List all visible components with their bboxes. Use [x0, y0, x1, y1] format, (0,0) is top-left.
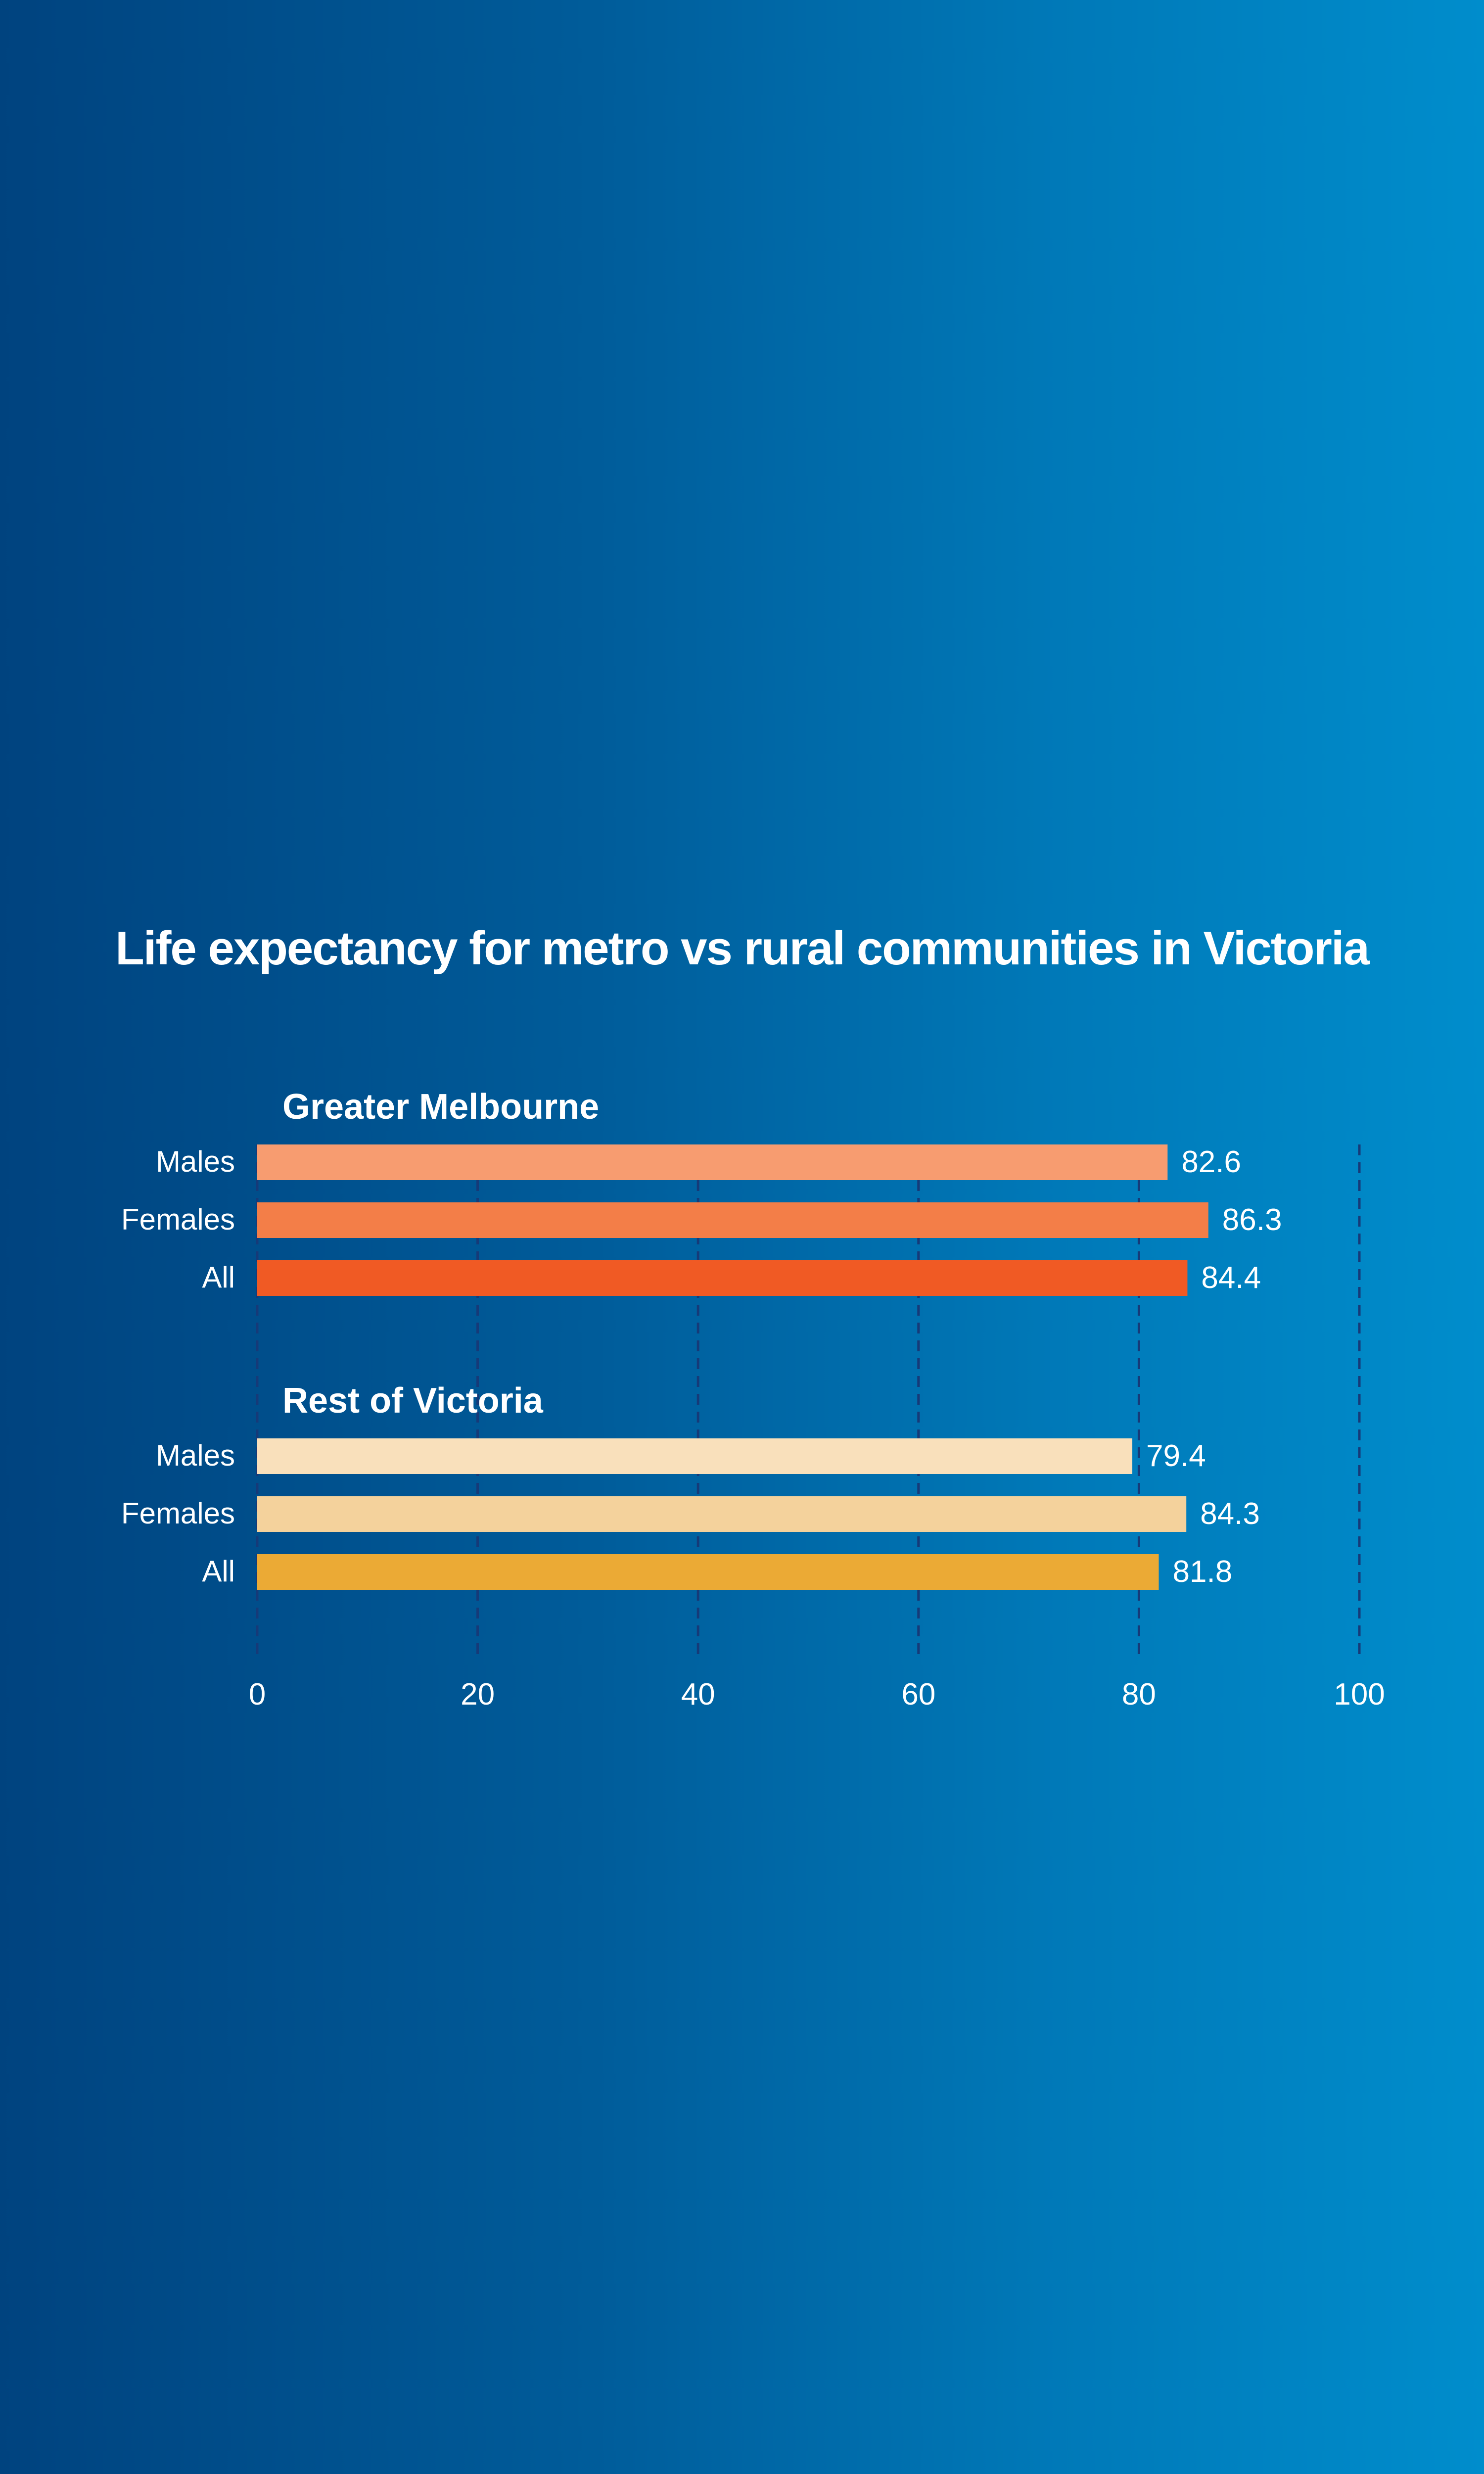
bar: [257, 1496, 1187, 1532]
group-title: Rest of Victoria: [282, 1381, 544, 1421]
category-label: Females: [121, 1203, 235, 1236]
category-label: Males: [156, 1439, 235, 1472]
data-label: 81.8: [1173, 1555, 1233, 1589]
bar: [257, 1554, 1159, 1590]
x-tick-label: 100: [1334, 1677, 1385, 1712]
data-label: 84.4: [1201, 1261, 1261, 1295]
chart-title: Life expectancy for metro vs rural commu…: [115, 922, 1370, 975]
bar: [257, 1260, 1188, 1296]
x-tick-label: 60: [901, 1677, 935, 1712]
x-tick-label: 40: [681, 1677, 715, 1712]
bar: [257, 1438, 1133, 1474]
data-label: 82.6: [1181, 1145, 1241, 1179]
category-label: All: [202, 1555, 235, 1588]
data-label: 79.4: [1146, 1439, 1206, 1473]
category-label: Males: [156, 1145, 235, 1178]
bar: [257, 1144, 1168, 1180]
category-label: All: [202, 1261, 235, 1294]
x-tick-label: 20: [461, 1677, 495, 1712]
x-tick-label: 80: [1122, 1677, 1156, 1712]
data-label: 84.3: [1200, 1497, 1260, 1531]
data-label: 86.3: [1222, 1203, 1282, 1237]
bar-chart: 0 20 40 60 80 100 Greater Melbourne Males 82.6 Fe…: [121, 1087, 1385, 1712]
x-tick-label: 0: [249, 1677, 266, 1712]
group-title: Greater Melbourne: [282, 1087, 599, 1127]
category-label: Females: [121, 1497, 235, 1530]
bar: [257, 1202, 1208, 1238]
